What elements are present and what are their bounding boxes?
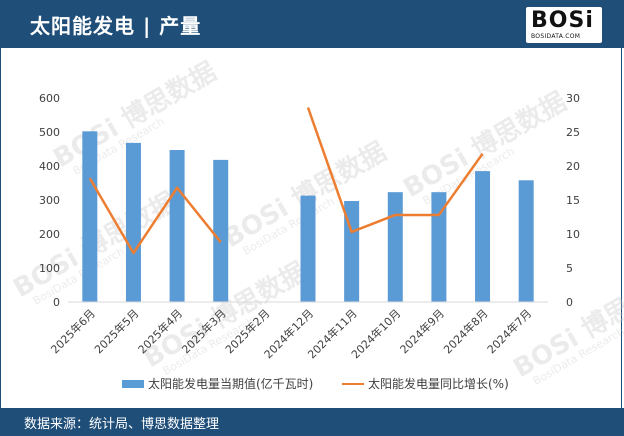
- bar-6: [344, 201, 360, 302]
- right-tick-label: 25: [566, 126, 580, 139]
- x-tick-label: 2024年8月: [440, 306, 490, 356]
- right-tick-label: 15: [566, 194, 580, 207]
- left-tick-label: 200: [39, 228, 60, 241]
- right-tick-label: 5: [566, 262, 573, 275]
- footer-bar: 数据来源：统计局、博思数据整理: [0, 408, 624, 436]
- bar-1: [125, 142, 141, 302]
- bar-0: [82, 131, 98, 302]
- header-bar: 太阳能发电 | 产量 BOSi BOSIDATA.COM: [0, 0, 624, 48]
- logo-subtext: BOSIDATA.COM: [531, 33, 581, 40]
- x-tick-label: 2024年9月: [397, 306, 447, 356]
- right-tick-label: 0: [566, 296, 573, 309]
- left-tick-label: 100: [39, 262, 60, 275]
- bar-7: [387, 192, 403, 302]
- right-tick-label: 30: [566, 92, 580, 105]
- line-series: [88, 107, 484, 255]
- legend-bar-label: 太阳能发电量当期值(亿千瓦时): [148, 376, 313, 391]
- left-tick-label: 300: [39, 194, 60, 207]
- left-tick-label: 600: [39, 92, 60, 105]
- page-title: 太阳能发电 | 产量: [30, 14, 202, 38]
- data-source: 数据来源：统计局、博思数据整理: [24, 417, 220, 432]
- bosi-logo: BOSi BOSIDATA.COM: [526, 7, 602, 43]
- bar-5: [300, 195, 316, 302]
- bar-3: [213, 159, 229, 302]
- left-axis-ticks: 0 100 200 300 400 500 600: [39, 92, 60, 309]
- x-tick-label: 2025年6月: [48, 306, 98, 356]
- right-axis-ticks: 0 5 10 15 20 25 30: [566, 92, 580, 309]
- line-segment-0: [88, 177, 222, 255]
- logo-wordmark: BOSi: [531, 8, 594, 33]
- legend: 太阳能发电量当期值(亿千瓦时) 太阳能发电量同比增长(%): [122, 376, 509, 391]
- legend-line-label: 太阳能发电量同比增长(%): [368, 376, 509, 391]
- left-tick-label: 500: [39, 126, 60, 139]
- bar-8: [431, 192, 447, 302]
- line-segment-1: [306, 107, 484, 234]
- left-tick-label: 400: [39, 160, 60, 173]
- left-tick-label: 0: [53, 296, 60, 309]
- x-axis-ticks: 2025年6月2025年5月2025年4月2025年3月2025年2月2024年…: [48, 306, 535, 361]
- bar-series: [82, 131, 534, 302]
- bar-2: [169, 150, 185, 302]
- x-tick-label: 2025年5月: [91, 306, 141, 356]
- bar-10: [518, 180, 534, 302]
- legend-bar-swatch: [122, 380, 144, 388]
- bar-9: [475, 171, 491, 302]
- right-tick-label: 20: [566, 160, 580, 173]
- right-tick-label: 10: [566, 228, 580, 241]
